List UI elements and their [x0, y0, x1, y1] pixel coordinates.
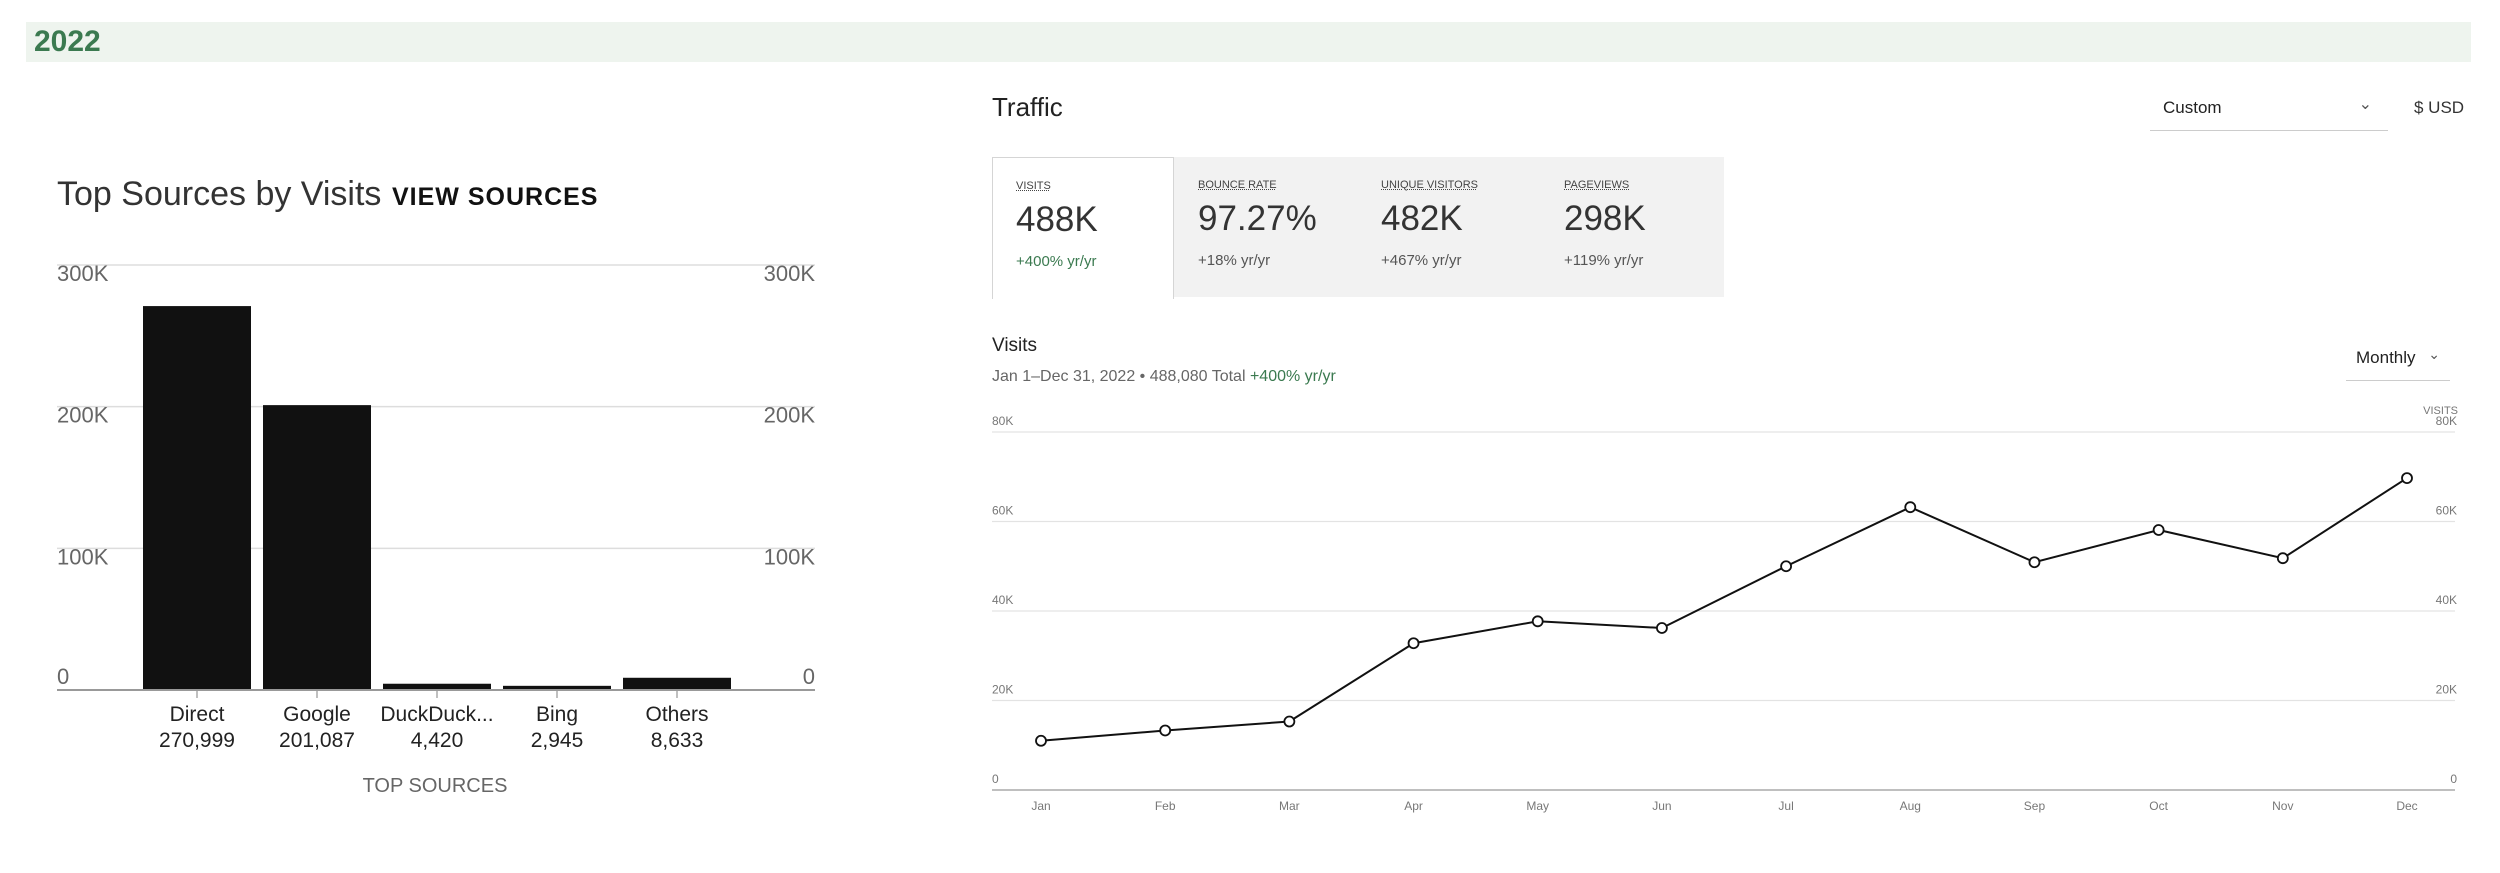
y-tick-label-left: 0	[992, 772, 999, 786]
year-label: 2022	[34, 25, 101, 58]
chevron-down-icon: ⌄	[2428, 346, 2440, 362]
interval-dropdown[interactable]: Monthly ⌄	[2346, 340, 2450, 381]
bar	[503, 685, 611, 690]
metric-change: +400% yr/yr	[1016, 253, 1097, 270]
x-tick-label: Dec	[2396, 799, 2417, 813]
y-tick-label-left: 300K	[57, 261, 109, 286]
value-label: 270,999	[159, 729, 235, 752]
metric-label: VISITS	[1016, 180, 1051, 192]
bar	[143, 306, 251, 690]
y-tick-label-left: 40K	[992, 593, 1013, 607]
year-header: 2022	[26, 22, 2471, 62]
category-label: Bing	[536, 703, 578, 726]
visits-series-line	[1040, 477, 2408, 742]
y-tick-label-left: 60K	[992, 504, 1013, 518]
data-point	[1904, 501, 1917, 514]
bar	[623, 677, 731, 690]
y-tick-label-right: 40K	[2436, 593, 2457, 607]
metric-change: +467% yr/yr	[1381, 252, 1462, 269]
visits-range-total: Jan 1–Dec 31, 2022 • 488,080 Total	[992, 368, 1246, 385]
tab-pageviews[interactable]: PAGEVIEWS 298K +119% yr/yr	[1541, 157, 1723, 297]
data-point	[1531, 615, 1544, 628]
data-point	[1035, 734, 1047, 747]
currency-selector[interactable]: $ USD	[2414, 98, 2465, 117]
value-label: 4,420	[411, 729, 464, 752]
x-tick-label: May	[1526, 799, 1549, 813]
metrics-tabs: VISITS 488K +400% yr/yr BOUNCE RATE 97.2…	[992, 157, 1724, 299]
x-tick-label: Apr	[1404, 799, 1423, 813]
x-tick-label: Jul	[1778, 799, 1793, 813]
data-point	[1407, 637, 1420, 650]
value-label: 2,945	[531, 729, 584, 752]
traffic-title: Traffic	[992, 92, 1063, 122]
category-label: DuckDuck...	[380, 703, 493, 726]
value-label: 201,087	[279, 729, 355, 752]
y-tick-label-right: 80K	[2436, 414, 2457, 428]
category-label: Direct	[170, 703, 225, 726]
metric-value: 97.27%	[1198, 199, 1317, 238]
metric-label: BOUNCE RATE	[1198, 179, 1277, 191]
y-tick-label-left: 20K	[992, 683, 1013, 697]
data-point	[1656, 622, 1668, 634]
y-tick-label-right: 100K	[764, 544, 816, 569]
x-tick-label: Oct	[2149, 799, 2168, 813]
data-point	[1780, 560, 1792, 573]
visits-title: Visits	[992, 335, 1038, 356]
x-tick-label: Jan	[1031, 799, 1050, 813]
metric-value: 298K	[1564, 199, 1646, 238]
tab-bounce-rate[interactable]: BOUNCE RATE 97.27% +18% yr/yr	[1175, 157, 1357, 297]
data-point	[2401, 472, 2413, 484]
y-tick-label-right: 200K	[764, 403, 816, 428]
value-label: 8,633	[651, 729, 704, 752]
metric-value: 488K	[1016, 200, 1098, 239]
category-label: Others	[645, 703, 708, 726]
tab-unique-visitors[interactable]: UNIQUE VISITORS 482K +467% yr/yr	[1358, 157, 1540, 297]
data-point	[2028, 556, 2041, 569]
x-tick-label: Sep	[2024, 799, 2046, 813]
interval-value: Monthly	[2356, 348, 2416, 367]
x-tick-label: Jun	[1652, 799, 1671, 813]
y-tick-label-left: 0	[57, 664, 69, 689]
x-tick-label: Mar	[1279, 799, 1300, 813]
bar	[383, 683, 491, 690]
right-axis-label: VISITS	[2423, 405, 2458, 417]
date-range-value: Custom	[2163, 98, 2222, 117]
data-point	[1283, 715, 1296, 728]
y-tick-label-right: 20K	[2436, 683, 2457, 697]
y-tick-label-left: 80K	[992, 414, 1013, 428]
data-point	[2152, 524, 2165, 536]
y-tick-label-right: 0	[2450, 772, 2457, 786]
y-tick-label-left: 100K	[57, 544, 109, 569]
visits-subtitle: Jan 1–Dec 31, 2022 • 488,080 Total +400%…	[992, 368, 1336, 386]
metric-value: 482K	[1381, 199, 1463, 238]
x-tick-label: Aug	[1900, 799, 1921, 813]
metric-change: +119% yr/yr	[1564, 252, 1644, 269]
y-tick-label-right: 0	[803, 664, 815, 689]
x-tick-label: Feb	[1155, 799, 1176, 813]
metric-change: +18% yr/yr	[1198, 252, 1271, 269]
metric-label: UNIQUE VISITORS	[1381, 179, 1478, 191]
chevron-down-icon: ⌄	[2358, 96, 2372, 113]
tab-visits[interactable]: VISITS 488K +400% yr/yr	[992, 157, 1174, 299]
category-label: Google	[283, 703, 351, 726]
view-sources-link[interactable]: VIEW SOURCES	[392, 183, 599, 211]
metric-label: PAGEVIEWS	[1564, 179, 1630, 191]
data-point	[2276, 552, 2289, 565]
visits-line-chart: VISITS 0 0 20K 20K 40K 40K 60K 60K 80K 80K Jan Feb Ma…	[992, 405, 2458, 813]
data-point	[1159, 724, 1172, 737]
y-tick-label-right: 300K	[764, 261, 816, 286]
x-tick-label: Nov	[2272, 799, 2293, 813]
visits-change: +400% yr/yr	[1249, 368, 1336, 385]
y-tick-label-right: 60K	[2436, 504, 2457, 518]
x-axis-title: TOP SOURCES	[363, 775, 508, 797]
date-range-dropdown[interactable]: Custom ⌄	[2150, 90, 2388, 131]
sources-title: Top Sources by Visits	[57, 175, 382, 213]
y-tick-label-left: 200K	[57, 403, 109, 428]
sources-bar-chart: 0 0 100K 100K 200K 200K 300K 300K Direct 270,999 G…	[57, 261, 816, 797]
bar	[263, 405, 371, 690]
